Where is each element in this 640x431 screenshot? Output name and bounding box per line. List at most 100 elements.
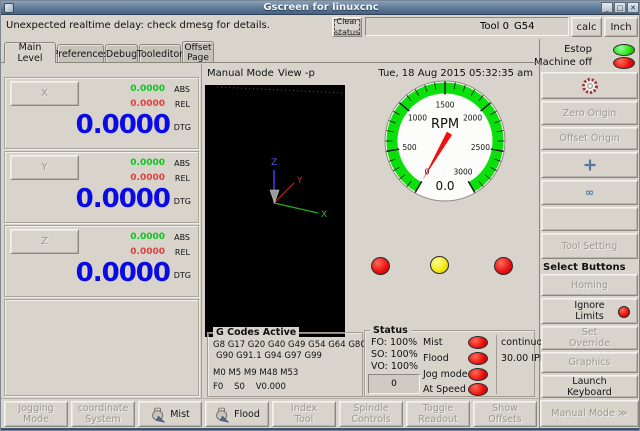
move-to-button[interactable] <box>541 152 638 178</box>
jog-mode-status-label: Jog mode <box>423 369 468 380</box>
z-axis-label: Z <box>271 158 277 168</box>
ignore-limits-led <box>618 306 630 318</box>
gcodes-line1: G8 G17 G20 G40 G49 G54 G64 G80 <box>213 340 366 350</box>
ignore-limits-button[interactable]: Ignore Limits <box>541 298 638 324</box>
ignore-limits-label: Ignore Limits <box>574 300 605 322</box>
wheel-icon <box>581 77 598 94</box>
tool-readout: Tool 0 G54 <box>365 17 569 36</box>
at-speed-led <box>468 383 488 396</box>
launch-keyboard-button[interactable]: Launch Keyboard <box>541 375 638 398</box>
gremlin-3d-view[interactable]: Z Y X <box>205 85 345 337</box>
flood-button[interactable]: Flood <box>205 401 269 427</box>
mist-button[interactable]: Mist <box>138 401 202 427</box>
estop-led[interactable] <box>613 44 635 56</box>
spray-can-icon <box>216 407 230 423</box>
blank-button[interactable] <box>541 207 638 231</box>
view-label: View -p <box>278 68 315 79</box>
status-separator <box>496 335 497 394</box>
tool-number-label: Tool 0 <box>480 21 509 32</box>
calc-button[interactable]: calc <box>571 17 602 37</box>
axis-select-button-y[interactable]: Y <box>10 155 79 180</box>
y-axis-label: Y <box>296 176 303 186</box>
dro-frame-z: Z 0.0000 ABS 0.0000 REL 0.0000 DTG <box>4 225 199 297</box>
pane-divider[interactable] <box>201 64 202 398</box>
spindle-controls-button[interactable]: Spindle Controls <box>339 401 403 427</box>
jog-mode-value: continuous <box>501 337 554 348</box>
svg-text:1500: 1500 <box>435 101 454 110</box>
dro-frame-y: Y 0.0000 ABS 0.0000 REL 0.0000 DTG <box>4 151 199 223</box>
infinity-icon: ∞ <box>584 186 595 199</box>
tab-main-level[interactable]: Main Level <box>4 42 56 64</box>
machine-off-label: Machine off <box>533 57 592 68</box>
y-axis-line <box>273 182 295 204</box>
datetime-label: Tue, 18 Aug 2015 05:32:35 am <box>378 68 533 79</box>
tool-setting-button[interactable]: Tool Setting <box>541 233 638 259</box>
svg-text:2000: 2000 <box>463 113 482 122</box>
tab-preferences[interactable]: Preferences <box>53 44 108 63</box>
counter-box[interactable]: 0 <box>368 374 420 394</box>
set-override-button[interactable]: Set Override <box>541 326 638 350</box>
feeds-line: F0 S0 V0.000 <box>213 382 286 392</box>
x-axis-line <box>273 202 319 214</box>
offset-origin-button[interactable]: Offset Origin <box>541 127 638 150</box>
feed-override-value: FO: 100% <box>371 337 418 348</box>
maximize-button[interactable]: □ <box>614 2 626 13</box>
gauge-needle <box>422 131 453 180</box>
axis-select-button-z[interactable]: Z <box>10 229 79 254</box>
coordinate-system-button[interactable]: coordinate System <box>71 401 135 427</box>
axis-select-button-x[interactable]: X <box>10 81 79 106</box>
home-all-button[interactable] <box>541 72 638 99</box>
flood-status-label: Flood <box>423 353 449 364</box>
jog-increment-button[interactable]: ∞ <box>541 180 638 205</box>
tab-tooleditor[interactable]: Tooleditor <box>137 44 183 63</box>
flood-led <box>468 352 488 365</box>
dtg-label: DTG <box>173 271 191 280</box>
svg-text:3000: 3000 <box>453 168 472 177</box>
abs-label: ABS <box>174 159 190 168</box>
machine-off-led[interactable] <box>613 57 635 69</box>
status-legend: Status <box>370 325 411 336</box>
dtg-label: DTG <box>173 123 191 132</box>
indicator-led-2 <box>430 256 449 274</box>
mcodes-line: M0 M5 M9 M48 M53 <box>213 368 299 378</box>
graphics-button[interactable]: Graphics <box>541 352 638 373</box>
titlebar[interactable]: Gscreen for linuxcnc _ □ ✕ <box>1 1 639 15</box>
mode-label: Manual Mode <box>207 68 274 79</box>
show-offsets-button[interactable]: Show Offsets <box>473 401 537 427</box>
gauge-title: RPM <box>431 117 459 132</box>
minimize-button[interactable]: _ <box>601 2 613 13</box>
rel-label: REL <box>174 100 190 109</box>
toggle-readout-button[interactable]: Toggle Readout <box>406 401 470 427</box>
move-cross-icon <box>584 159 595 171</box>
abs-value-y: 0.0000 <box>130 158 165 168</box>
index-tool-button[interactable]: Index Tool <box>272 401 336 427</box>
mist-led <box>468 336 488 349</box>
rel-label: REL <box>174 248 190 257</box>
bottom-divider <box>1 398 539 399</box>
estop-label: Estop <box>564 44 592 55</box>
abs-label: ABS <box>174 233 190 242</box>
tab-debug[interactable]: Debug <box>105 44 138 63</box>
gcodes-legend: G Codes Active <box>213 327 300 338</box>
unit-toggle-button[interactable]: Inch <box>604 17 638 37</box>
window-bottom-edge <box>1 428 639 430</box>
indicator-led-1 <box>371 257 390 275</box>
close-button[interactable]: ✕ <box>627 2 639 13</box>
notebook-edge <box>1 62 539 63</box>
dtg-value-z: 0.0000 <box>75 258 171 288</box>
jogging-mode-button[interactable]: Jogging Mode <box>4 401 68 427</box>
machine-limits-line <box>216 86 344 94</box>
zero-origin-button[interactable]: Zero Origin <box>541 101 638 125</box>
window-title: Gscreen for linuxcnc <box>263 1 379 13</box>
manual-mode-button[interactable]: Manual Mode ≫ <box>540 400 639 427</box>
rel-value-z: 0.0000 <box>130 247 165 257</box>
window-menu-icon[interactable] <box>4 3 14 13</box>
clear-status-button[interactable]: Clear status <box>332 17 362 37</box>
mist-status-label: Mist <box>423 337 443 348</box>
velocity-override-value: VO: 100% <box>371 361 419 372</box>
gauge-value: 0.0 <box>435 179 454 193</box>
gcodes-line2: G90 G91.1 G94 G97 G99 <box>216 351 322 361</box>
homing-button[interactable]: Homing <box>541 274 638 296</box>
tab-offset-page[interactable]: Offset Page <box>182 41 214 63</box>
rel-label: REL <box>174 174 190 183</box>
